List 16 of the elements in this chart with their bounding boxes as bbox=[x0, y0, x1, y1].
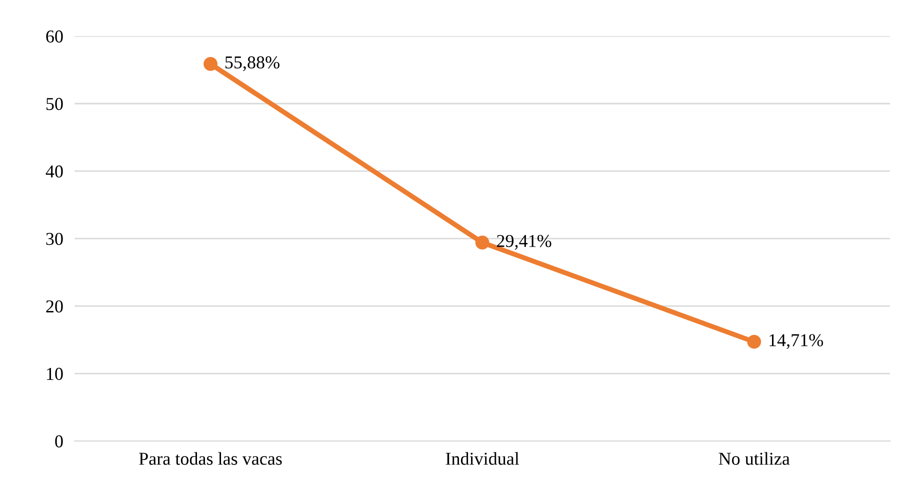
data-label: 14,71% bbox=[770, 334, 824, 349]
point bbox=[747, 334, 762, 349]
y-tick-label: 20 bbox=[46, 300, 63, 313]
y-tick-label: 40 bbox=[46, 165, 63, 178]
x-tick-label: Para todas las vacas bbox=[139, 452, 282, 465]
y-tick-label: 30 bbox=[46, 232, 63, 246]
point bbox=[475, 236, 490, 250]
y-tick-label: 0 bbox=[55, 435, 63, 448]
x-tick-label: No utiliza bbox=[718, 452, 790, 465]
y-tick-label: 10 bbox=[47, 368, 63, 380]
x-tick-label: Individual bbox=[446, 452, 520, 465]
y-tick-label: 50 bbox=[46, 98, 63, 110]
y-tick-label: 60 bbox=[46, 30, 63, 43]
point bbox=[204, 57, 218, 71]
data-label: 55,88% bbox=[225, 56, 280, 72]
data-label: 29,41% bbox=[496, 234, 552, 250]
